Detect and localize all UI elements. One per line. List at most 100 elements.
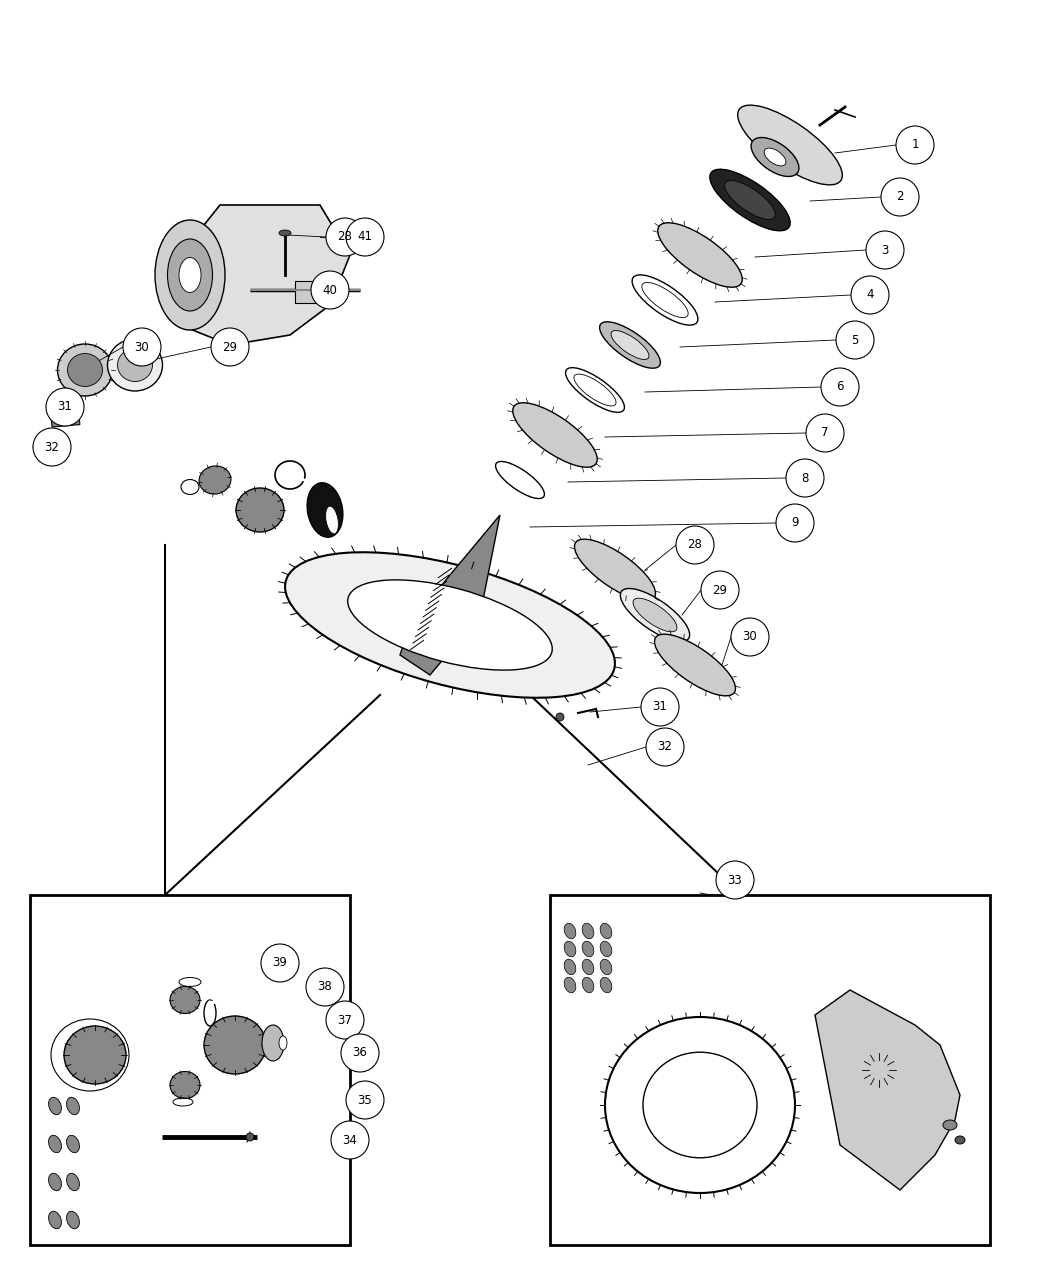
Text: 30: 30: [134, 340, 149, 353]
Circle shape: [850, 275, 889, 314]
Ellipse shape: [348, 580, 552, 671]
Circle shape: [836, 321, 874, 360]
Circle shape: [821, 368, 859, 405]
Text: 7: 7: [821, 427, 828, 440]
Ellipse shape: [204, 1016, 266, 1074]
Ellipse shape: [66, 1098, 80, 1114]
Text: 37: 37: [337, 1014, 353, 1026]
Ellipse shape: [943, 1119, 957, 1130]
Text: 40: 40: [322, 283, 337, 297]
Text: 4: 4: [866, 288, 874, 301]
Ellipse shape: [601, 959, 612, 975]
Ellipse shape: [48, 1173, 61, 1191]
Text: 38: 38: [317, 980, 333, 993]
Text: 28: 28: [337, 231, 353, 244]
Polygon shape: [160, 205, 350, 346]
Text: 29: 29: [713, 584, 728, 597]
Ellipse shape: [118, 348, 152, 381]
Ellipse shape: [601, 977, 612, 993]
Text: 36: 36: [353, 1047, 367, 1060]
Text: 6: 6: [836, 380, 844, 394]
Circle shape: [676, 527, 714, 564]
Ellipse shape: [58, 344, 112, 397]
Text: 34: 34: [342, 1133, 357, 1146]
Ellipse shape: [621, 589, 690, 641]
Ellipse shape: [66, 1173, 80, 1191]
Circle shape: [716, 861, 754, 899]
Circle shape: [123, 328, 161, 366]
Ellipse shape: [279, 230, 291, 236]
Ellipse shape: [738, 105, 842, 185]
Ellipse shape: [279, 1037, 287, 1051]
Ellipse shape: [170, 1071, 200, 1099]
Ellipse shape: [751, 138, 799, 176]
Ellipse shape: [574, 539, 655, 601]
Text: 41: 41: [357, 231, 373, 244]
Circle shape: [776, 504, 814, 542]
Ellipse shape: [582, 923, 594, 938]
Text: 28: 28: [688, 538, 702, 552]
Circle shape: [46, 388, 84, 426]
Circle shape: [246, 1133, 254, 1141]
Ellipse shape: [107, 339, 163, 391]
Bar: [30, 895, 350, 1244]
Text: 5: 5: [852, 334, 859, 347]
Circle shape: [261, 944, 299, 982]
Ellipse shape: [262, 1025, 284, 1061]
Circle shape: [306, 968, 344, 1006]
Ellipse shape: [200, 465, 231, 495]
Ellipse shape: [285, 552, 615, 697]
Text: 31: 31: [652, 700, 668, 714]
Circle shape: [881, 179, 919, 215]
Text: 33: 33: [728, 873, 742, 886]
Text: 3: 3: [881, 244, 888, 256]
Text: 1: 1: [911, 139, 919, 152]
Ellipse shape: [601, 923, 612, 938]
Circle shape: [341, 1034, 379, 1072]
Ellipse shape: [564, 923, 575, 938]
Circle shape: [806, 414, 844, 453]
Ellipse shape: [601, 941, 612, 956]
Ellipse shape: [633, 598, 677, 632]
Circle shape: [211, 328, 249, 366]
Ellipse shape: [307, 483, 343, 537]
Circle shape: [326, 218, 364, 256]
Ellipse shape: [48, 1135, 61, 1153]
Ellipse shape: [724, 181, 775, 219]
Circle shape: [346, 1081, 384, 1119]
Circle shape: [33, 428, 71, 465]
Ellipse shape: [600, 321, 660, 368]
Ellipse shape: [48, 1098, 61, 1114]
Circle shape: [311, 272, 349, 309]
Polygon shape: [400, 515, 500, 674]
Text: 35: 35: [358, 1094, 373, 1107]
Ellipse shape: [48, 1211, 61, 1229]
Ellipse shape: [66, 1211, 80, 1229]
Text: 31: 31: [58, 400, 72, 413]
Ellipse shape: [764, 148, 785, 166]
Circle shape: [556, 713, 564, 720]
Ellipse shape: [178, 258, 201, 292]
Circle shape: [786, 459, 824, 497]
Circle shape: [646, 728, 684, 766]
Polygon shape: [815, 989, 960, 1190]
Text: 32: 32: [657, 741, 672, 754]
Ellipse shape: [564, 959, 575, 975]
Ellipse shape: [326, 506, 338, 534]
Bar: [295, 280, 323, 303]
Ellipse shape: [654, 634, 735, 696]
Text: 9: 9: [792, 516, 799, 529]
Ellipse shape: [168, 238, 212, 311]
Ellipse shape: [582, 959, 594, 975]
Circle shape: [731, 618, 769, 657]
Ellipse shape: [155, 221, 225, 330]
Text: 30: 30: [742, 631, 757, 644]
Text: 29: 29: [223, 340, 237, 353]
Text: 8: 8: [801, 472, 808, 484]
Bar: [550, 895, 990, 1244]
Circle shape: [331, 1121, 369, 1159]
Circle shape: [346, 218, 384, 256]
Ellipse shape: [710, 170, 791, 231]
Ellipse shape: [236, 488, 284, 532]
Text: 39: 39: [273, 956, 288, 969]
